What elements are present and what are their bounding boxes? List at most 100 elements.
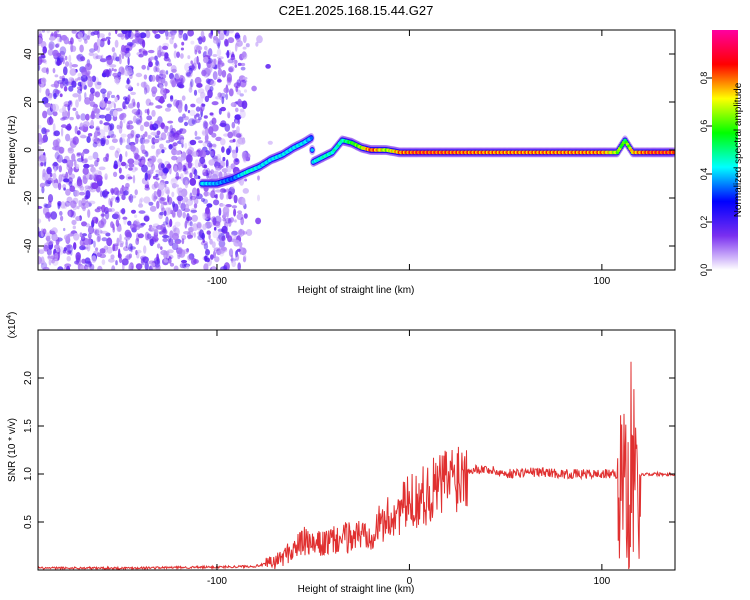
spectrogram-x-label: Height of straight line (km) <box>298 285 415 296</box>
colorbar-ticks: 0.0 0.2 0.4 0.6 0.8 <box>699 72 712 276</box>
noise-speck <box>166 250 170 256</box>
noise-speck <box>127 220 132 226</box>
noise-speck <box>111 47 116 53</box>
noise-speck <box>76 130 81 136</box>
noise-speck <box>149 238 154 247</box>
noise-speck <box>69 68 77 76</box>
noise-speck <box>76 181 84 189</box>
noise-speck <box>81 151 85 157</box>
noise-speck <box>114 211 120 215</box>
noise-speck <box>211 132 217 138</box>
spectrogram-noise <box>38 30 273 270</box>
noise-speck <box>116 225 122 233</box>
noise-speck <box>162 234 169 239</box>
noise-speck <box>170 97 174 102</box>
noise-speck <box>52 139 60 148</box>
noise-speck <box>200 197 206 203</box>
noise-speck <box>85 173 90 179</box>
noise-speck <box>217 165 224 169</box>
noise-speck <box>215 136 222 142</box>
noise-speck <box>103 124 111 133</box>
noise-speck <box>214 189 222 193</box>
noise-speck <box>47 194 54 203</box>
noise-speck <box>140 134 144 144</box>
noise-speck <box>135 30 139 33</box>
noise-speck <box>65 61 70 67</box>
noise-speck <box>163 125 169 134</box>
noise-speck <box>112 223 115 231</box>
noise-speck <box>201 69 207 77</box>
noise-speck <box>56 156 62 162</box>
noise-speck <box>112 243 116 252</box>
noise-speck <box>190 60 193 65</box>
noise-speck <box>74 125 78 135</box>
noise-speck <box>135 72 143 78</box>
noise-speck <box>89 164 95 168</box>
noise-speck <box>171 191 175 198</box>
noise-speck <box>208 126 214 136</box>
noise-speck <box>70 200 77 209</box>
snr-series-line <box>38 361 675 570</box>
noise-speck <box>166 163 172 169</box>
noise-speck <box>102 190 109 199</box>
noise-speck <box>205 257 210 263</box>
noise-speck <box>236 248 241 252</box>
noise-speck <box>100 213 106 217</box>
noise-speck <box>203 190 209 197</box>
noise-speck <box>149 102 154 106</box>
noise-speck <box>139 124 144 132</box>
noise-speck <box>89 101 96 107</box>
noise-speck <box>242 34 247 44</box>
noise-speck <box>190 40 195 45</box>
noise-speck <box>118 167 122 174</box>
noise-speck <box>153 138 160 144</box>
noise-speck <box>113 68 117 72</box>
noise-speck <box>192 187 198 196</box>
noise-speck <box>117 71 122 78</box>
noise-speck <box>51 32 54 37</box>
noise-speck <box>242 79 248 83</box>
noise-speck <box>164 180 169 185</box>
noise-speck <box>228 30 234 34</box>
noise-speck <box>125 84 132 90</box>
noise-speck <box>230 185 235 189</box>
noise-speck <box>155 74 159 83</box>
colorbar: 0.0 0.2 0.4 0.6 0.8 Normalized spectral ampl… <box>699 30 744 276</box>
noise-speck <box>38 124 42 129</box>
noise-speck <box>134 154 141 161</box>
noise-speck <box>115 219 120 228</box>
noise-speck <box>115 260 118 266</box>
spectrogram-y-label: Frequency (Hz) <box>7 116 18 185</box>
noise-speck <box>212 230 219 239</box>
noise-speck <box>108 258 115 263</box>
spectrogram-y-tick-label: -40 <box>23 238 34 253</box>
snr-panel: -100 0 100 0.5 1.0 1.5 2.0 Height of straight… <box>6 312 676 595</box>
noise-speck <box>76 178 83 187</box>
noise-speck <box>69 62 73 69</box>
noise-speck <box>198 162 201 168</box>
noise-speck <box>239 228 243 236</box>
noise-speck <box>112 72 118 77</box>
noise-speck <box>85 223 91 228</box>
noise-speck <box>63 66 68 76</box>
noise-speck <box>108 207 116 213</box>
noise-speck <box>131 166 137 173</box>
noise-speck <box>156 148 161 155</box>
noise-speck <box>72 136 79 145</box>
noise-speck <box>96 227 102 235</box>
noise-speck <box>122 116 126 124</box>
noise-speck <box>178 31 183 39</box>
noise-speck <box>43 244 49 252</box>
snr-x-tick-label: 0 <box>407 576 413 587</box>
noise-speck <box>91 172 95 180</box>
noise-speck <box>130 91 137 96</box>
noise-speck <box>225 211 229 218</box>
noise-speck <box>88 261 92 268</box>
noise-speck <box>52 111 58 117</box>
noise-speck <box>49 255 56 260</box>
noise-speck <box>172 225 177 232</box>
noise-speck <box>46 67 49 75</box>
noise-speck <box>169 37 174 45</box>
spectrogram-y-ticks: -40 -20 0 20 40 <box>23 48 675 253</box>
colorbar-tick-label: 0.8 <box>699 72 709 85</box>
